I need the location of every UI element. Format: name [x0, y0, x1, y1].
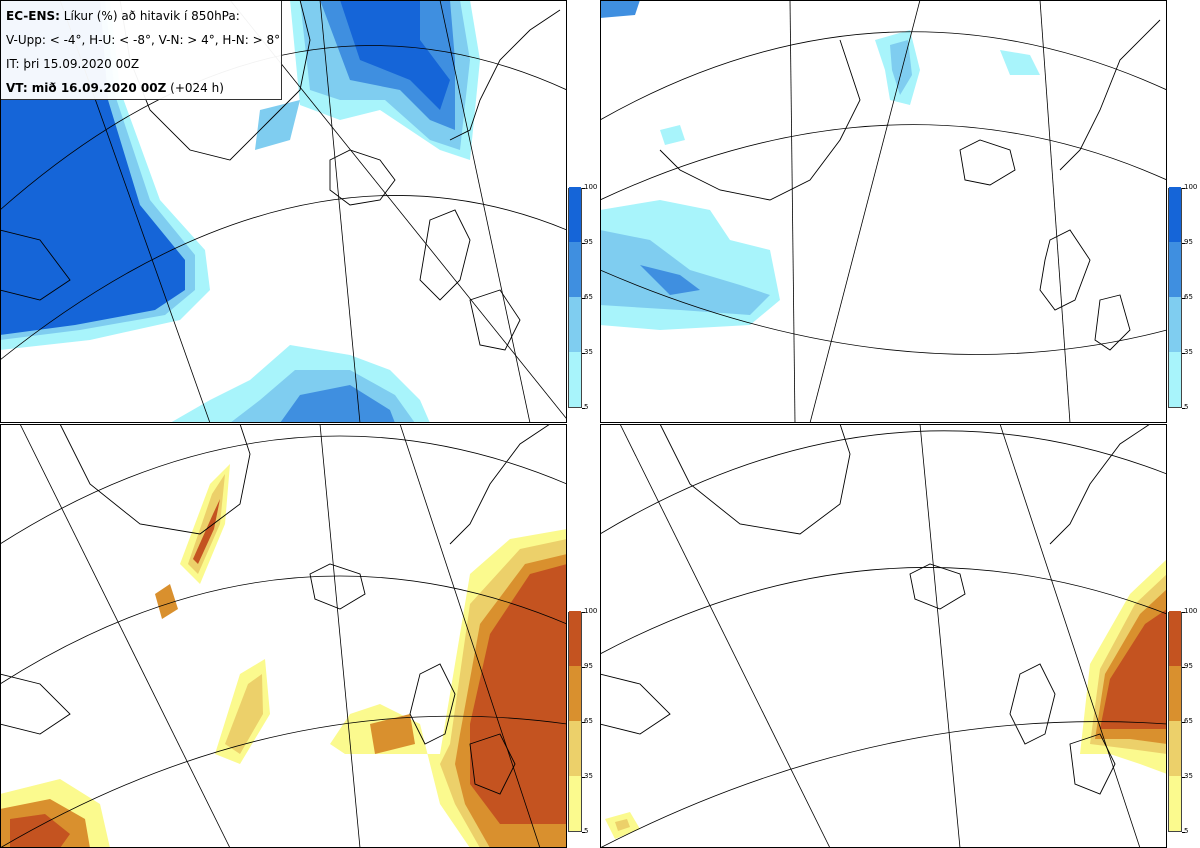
- colorbar-tick: [582, 353, 585, 354]
- map-panel-warm-4: [0, 424, 567, 848]
- colorbar-tick-label: 35: [1184, 772, 1193, 780]
- colorbar-segment: [569, 666, 581, 721]
- colorbar-segment: [569, 611, 581, 666]
- header-legend: EC-ENS: Líkur (%) að hitavik í 850hPa: V…: [0, 0, 282, 100]
- colorbar-segment: [1169, 297, 1181, 352]
- colorbar-segment: [1169, 242, 1181, 297]
- probability-fill-greenland-strip: [155, 464, 230, 619]
- colorbar-tick: [582, 298, 585, 299]
- colorbar-tick-label: 65: [584, 717, 593, 725]
- colorbar-tick: [1182, 777, 1185, 778]
- colorbar-segment: [569, 242, 581, 297]
- colorbar-tick-label: 100: [1184, 183, 1198, 191]
- colorbar-tick: [582, 777, 585, 778]
- thresholds-label: V-Upp: < -4°, H-U: < -8°, V-N: > 4°, H-N…: [6, 33, 281, 47]
- probability-map-warm-8: [600, 424, 1167, 848]
- coastlines: [0, 424, 551, 795]
- colorbar-tick: [582, 243, 585, 244]
- colorbar-segment: [569, 187, 581, 242]
- probability-fill-labrador: [600, 200, 780, 330]
- colorbar-segment: [569, 776, 581, 831]
- colorbar-tick: [582, 722, 585, 723]
- graticule: [0, 424, 567, 848]
- header-row-4: VT: mið 16.09.2020 00Z (+024 h): [6, 77, 276, 101]
- colorbar-segment: [1169, 352, 1181, 407]
- probability-map-warm-4: [0, 424, 567, 848]
- colorbar-segment: [1169, 611, 1181, 666]
- colorbar-cold-1: [1168, 187, 1182, 408]
- colorbar-segment: [569, 297, 581, 352]
- colorbar-tick-label: 65: [1184, 717, 1193, 725]
- colorbar-tick-label: 95: [1184, 238, 1193, 246]
- coastlines: [600, 424, 1151, 795]
- colorbar-tick: [582, 667, 585, 668]
- colorbar-tick: [582, 188, 585, 189]
- colorbar-segment: [569, 352, 581, 407]
- colorbar-tick-label: 5: [1184, 827, 1189, 835]
- colorbar-tick: [1182, 408, 1185, 409]
- colorbar-tick-label: 65: [1184, 293, 1193, 301]
- colorbar-tick-label: 100: [584, 183, 598, 191]
- probability-fill-north-atlantic: [170, 345, 430, 423]
- valid-time-label: VT: mið 16.09.2020 00Z: [6, 81, 167, 95]
- colorbar-tick: [582, 408, 585, 409]
- colorbar-segment: [1169, 666, 1181, 721]
- lead-label: (+024 h): [170, 81, 224, 95]
- map-panel-cold-4: EC-ENS: Líkur (%) að hitavik í 850hPa: V…: [0, 0, 567, 423]
- colorbar-tick-label: 95: [1184, 662, 1193, 670]
- colorbar-tick: [582, 832, 585, 833]
- colorbar-tick-label: 65: [584, 293, 593, 301]
- colorbar-tick: [1182, 722, 1185, 723]
- probability-fill-svalbard: [255, 0, 480, 160]
- colorbar-tick-label: 95: [584, 238, 593, 246]
- colorbar-tick-label: 35: [584, 772, 593, 780]
- model-label: EC-ENS:: [6, 9, 60, 23]
- colorbar-tick-label: 100: [1184, 607, 1198, 615]
- colorbar-tick-label: 5: [584, 403, 589, 411]
- map-panel-warm-8: [600, 424, 1167, 848]
- probability-fill-atlantic-streak: [215, 659, 415, 764]
- colorbar-tick-label: 100: [584, 607, 598, 615]
- colorbar-tick-label: 95: [584, 662, 593, 670]
- map-panel-cold-8: [600, 0, 1167, 423]
- graticule: [600, 424, 1167, 848]
- header-row-1: EC-ENS: Líkur (%) að hitavik í 850hPa:: [6, 5, 276, 29]
- title-label: Líkur (%) að hitavik í 850hPa:: [63, 9, 240, 23]
- colorbar-warm-2: [568, 611, 582, 832]
- probability-fill-southwest-spot: [605, 812, 640, 839]
- probability-fill-north: [600, 0, 1040, 145]
- probability-fill-europe: [330, 529, 567, 848]
- probability-map-cold-4: [0, 0, 567, 423]
- colorbar-cold-0: [568, 187, 582, 408]
- colorbar-tick-label: 35: [1184, 348, 1193, 356]
- colorbar-segment: [1169, 776, 1181, 831]
- colorbar-tick: [1182, 832, 1185, 833]
- colorbar-tick-label: 5: [1184, 403, 1189, 411]
- coastlines: [659, 19, 1161, 351]
- colorbar-tick-label: 5: [584, 827, 589, 835]
- colorbar-tick: [1182, 353, 1185, 354]
- coastlines: [0, 0, 561, 351]
- probability-map-cold-8: [600, 0, 1167, 423]
- colorbar-tick: [1182, 667, 1185, 668]
- colorbar-tick: [1182, 298, 1185, 299]
- colorbar-segment: [1169, 721, 1181, 776]
- probability-fill-scandinavia: [1080, 559, 1167, 774]
- colorbar-warm-3: [1168, 611, 1182, 832]
- initial-time-label: IT: þri 15.09.2020 00Z: [6, 57, 140, 71]
- colorbar-tick-label: 35: [584, 348, 593, 356]
- colorbar-tick: [1182, 243, 1185, 244]
- colorbar-segment: [569, 721, 581, 776]
- colorbar-tick: [1182, 188, 1185, 189]
- colorbar-tick: [1182, 612, 1185, 613]
- graticule: [0, 0, 567, 423]
- colorbar-tick: [582, 612, 585, 613]
- graticule: [600, 0, 1167, 423]
- probability-fill-southwest: [0, 779, 110, 848]
- colorbar-segment: [1169, 187, 1181, 242]
